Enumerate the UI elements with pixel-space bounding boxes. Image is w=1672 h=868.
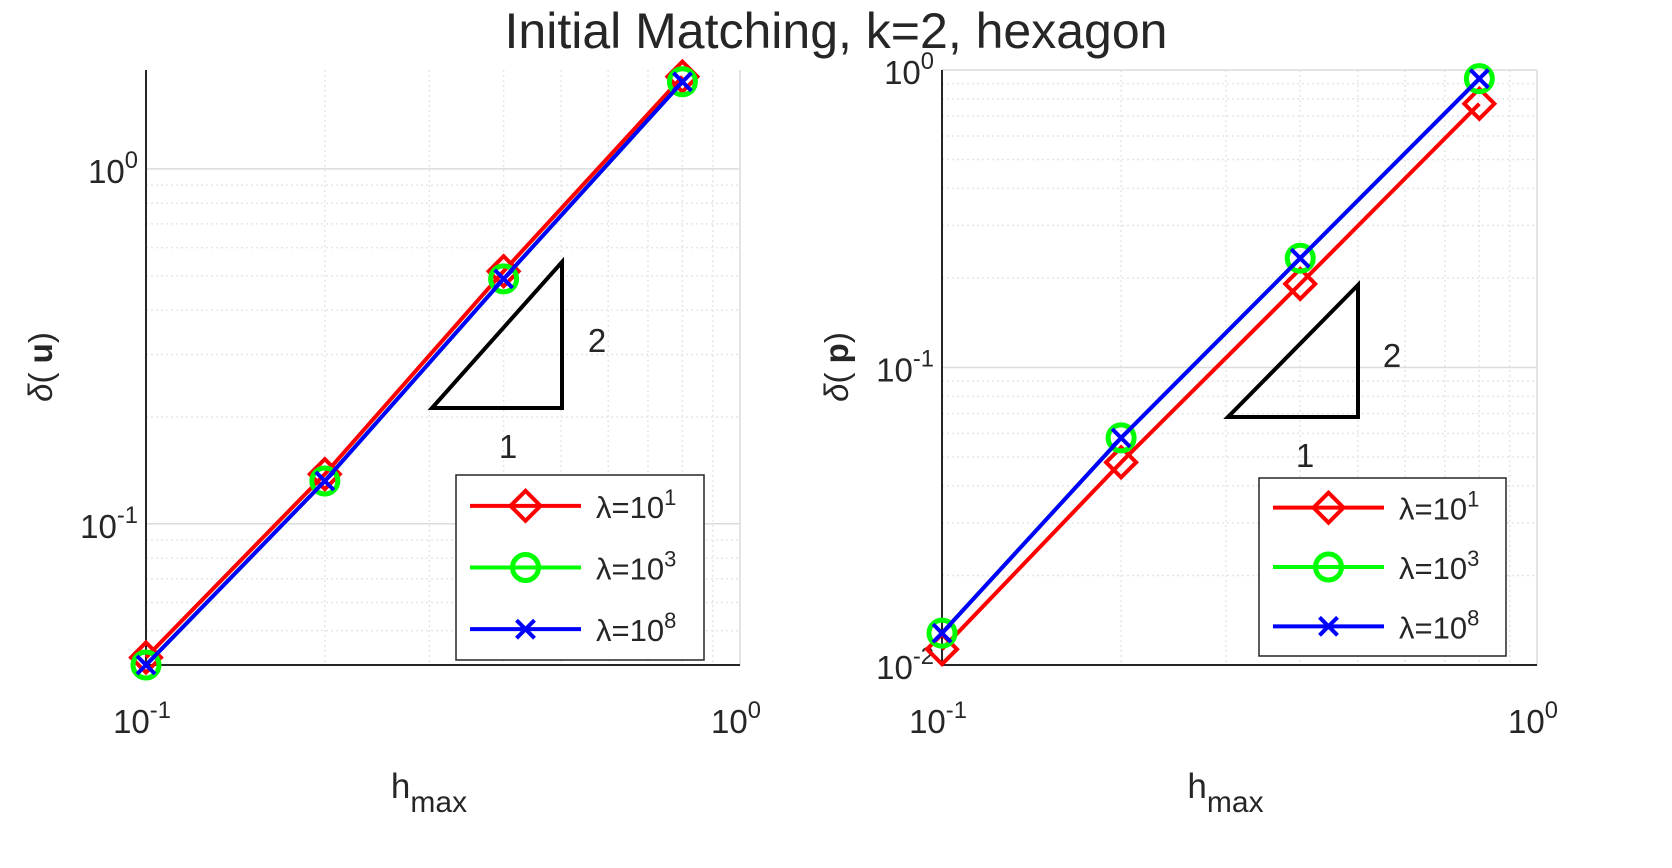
- slope-run-label: 1: [1296, 437, 1314, 474]
- data-point-x: [493, 268, 515, 290]
- series-line: [940, 77, 1481, 635]
- x-axis-label: hmax: [1187, 767, 1263, 819]
- data-point-x: [1289, 247, 1311, 269]
- legend-marker-x: [1318, 615, 1339, 637]
- legend-label: λ=103: [1399, 546, 1479, 586]
- data-point-x: [1468, 68, 1490, 90]
- legend-label: λ=108: [1399, 605, 1479, 645]
- data-point-circle: [666, 66, 698, 98]
- series-line: [144, 80, 684, 667]
- series-x: [931, 68, 1490, 644]
- data-point-diamond: [1282, 266, 1319, 302]
- figure-title: Initial Matching, k=2, hexagon: [504, 3, 1168, 59]
- data-point-diamond: [1103, 444, 1139, 481]
- x-tick-label: 100: [1508, 697, 1558, 740]
- legend: λ=101 λ=103 λ=108: [455, 474, 705, 661]
- slope-rise-label: 2: [588, 322, 606, 359]
- legend-label: λ=101: [596, 485, 676, 525]
- legend-marker-circle: [1313, 551, 1344, 583]
- data-point-circle: [1105, 422, 1137, 454]
- series-line: [940, 102, 1481, 651]
- y-tick-label: 10-1: [80, 502, 138, 545]
- y-tick-label: 100: [88, 147, 138, 190]
- data-point-circle: [1284, 242, 1316, 274]
- data-point-circle: [309, 465, 341, 497]
- legend-label: λ=101: [1399, 487, 1479, 527]
- slope-run-label: 1: [499, 428, 517, 465]
- legend-marker-x: [515, 618, 536, 640]
- y-tick-label: 100: [884, 48, 934, 91]
- data-point-x: [135, 654, 157, 676]
- data-point-x: [931, 622, 953, 644]
- data-point-circle: [926, 617, 958, 649]
- series-x: [135, 71, 693, 676]
- slope-triangle: [427, 256, 564, 410]
- legend-marker-diamond: [1310, 489, 1347, 526]
- slope-triangle: [1223, 280, 1360, 419]
- y-tick-label: 10-1: [876, 346, 934, 389]
- x-axis-label: hmax: [391, 767, 467, 819]
- data-point-x: [1110, 427, 1132, 449]
- x-tick-label: 100: [711, 697, 761, 740]
- legend-marker-circle: [510, 552, 541, 583]
- x-tick-label: 10-1: [113, 697, 171, 740]
- legend-label: λ=108: [596, 608, 676, 648]
- y-axis-label: δ( u): [22, 332, 59, 402]
- legend-marker-diamond: [507, 488, 544, 524]
- data-point-diamond: [1461, 85, 1498, 122]
- x-tick-label: 10-1: [909, 697, 967, 740]
- legend: λ=101 λ=103 λ=108: [1258, 477, 1507, 657]
- subplot-1: 10-1 100 10-1 100 hmax δ( u) 2 1 λ=101 λ=103 λ=108: [22, 58, 761, 819]
- legend-label: λ=103: [596, 547, 676, 587]
- data-point-circle: [130, 649, 162, 681]
- slope-rise-label: 2: [1383, 337, 1401, 374]
- data-point-circle: [488, 263, 520, 295]
- y-axis-label: δ( p): [818, 332, 855, 402]
- data-point-x: [314, 470, 336, 492]
- data-point-circle: [1463, 63, 1495, 95]
- data-point-x: [672, 71, 693, 93]
- series-line: [144, 75, 684, 659]
